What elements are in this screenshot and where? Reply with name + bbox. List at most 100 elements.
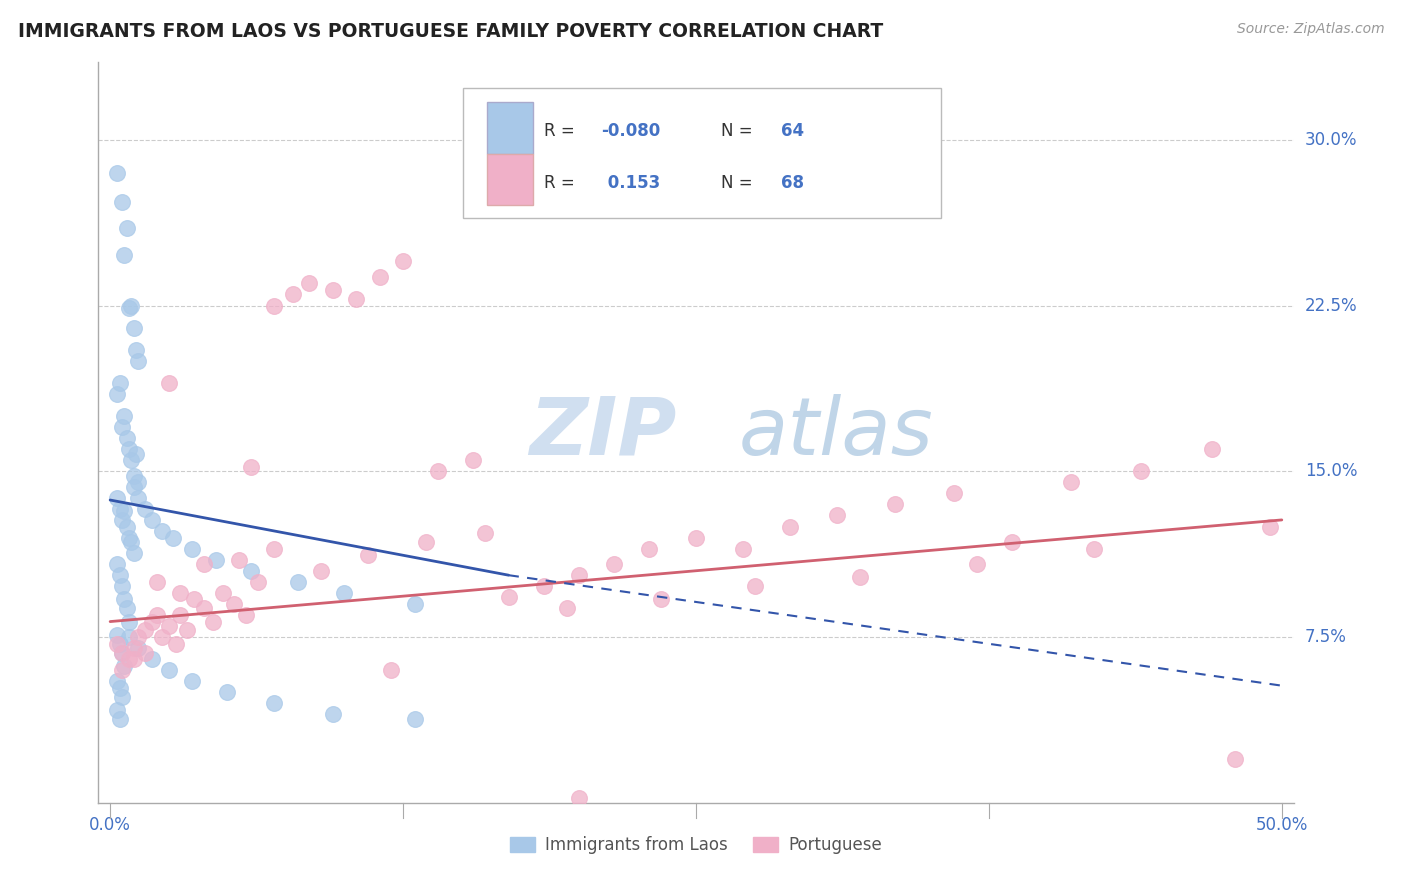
Text: R =: R = [544, 174, 585, 192]
Point [105, 628, 128, 642]
Point [122, 480, 145, 494]
Point [404, 597, 426, 611]
Point [146, 607, 169, 622]
Text: Source: ZipAtlas.com: Source: ZipAtlas.com [1237, 22, 1385, 37]
Point [263, 541, 285, 556]
FancyBboxPatch shape [463, 88, 941, 218]
Point [150, 630, 173, 644]
Point [298, 277, 321, 291]
Point [105, 674, 128, 689]
Point [112, 592, 135, 607]
Point [533, 579, 555, 593]
Point [427, 464, 450, 478]
Point [125, 343, 148, 357]
Point [141, 615, 163, 629]
Point [157, 663, 180, 677]
Point [181, 541, 204, 556]
Point [1201, 442, 1223, 457]
Point [217, 685, 239, 699]
Point [105, 387, 128, 401]
Text: 7.5%: 7.5% [1305, 628, 1347, 646]
Point [115, 601, 138, 615]
Point [118, 652, 141, 666]
Point [204, 552, 226, 566]
Point [731, 541, 754, 556]
Point [1001, 535, 1024, 549]
Point [650, 592, 672, 607]
Point [463, 453, 485, 467]
Point [368, 269, 391, 284]
Point [603, 557, 626, 571]
Point [122, 641, 145, 656]
Point [118, 531, 141, 545]
Point [134, 501, 156, 516]
Point [357, 549, 380, 563]
Point [239, 564, 262, 578]
Point [118, 301, 141, 315]
Point [118, 615, 141, 629]
Point [202, 615, 225, 629]
Point [146, 574, 169, 589]
Point [825, 508, 848, 523]
Point [165, 637, 187, 651]
Point [1083, 541, 1105, 556]
Point [1060, 475, 1083, 490]
Point [105, 166, 128, 180]
Text: N =: N = [721, 122, 758, 140]
Point [125, 447, 148, 461]
Text: R =: R = [544, 122, 581, 140]
Point [111, 690, 134, 704]
Point [157, 619, 180, 633]
Point [120, 299, 142, 313]
FancyBboxPatch shape [486, 154, 533, 205]
Point [380, 663, 402, 677]
Point [120, 453, 142, 467]
Point [105, 703, 128, 717]
Point [122, 468, 145, 483]
Point [111, 420, 134, 434]
Point [111, 513, 134, 527]
Point [263, 299, 285, 313]
Point [884, 498, 907, 512]
Point [105, 491, 128, 505]
Point [122, 546, 145, 560]
Point [105, 637, 128, 651]
Point [108, 681, 131, 695]
Point [111, 579, 134, 593]
Point [127, 475, 149, 490]
Point [228, 552, 250, 566]
Point [322, 707, 344, 722]
Point [322, 283, 344, 297]
Point [1130, 464, 1153, 478]
Point [112, 409, 135, 423]
Point [415, 535, 437, 549]
Point [1223, 751, 1246, 765]
Point [224, 597, 246, 611]
Point [344, 292, 367, 306]
Text: atlas: atlas [740, 393, 934, 472]
Text: IMMIGRANTS FROM LAOS VS PORTUGUESE FAMILY POVERTY CORRELATION CHART: IMMIGRANTS FROM LAOS VS PORTUGUESE FAMIL… [18, 22, 883, 41]
Point [474, 526, 496, 541]
Point [287, 574, 309, 589]
Text: 15.0%: 15.0% [1305, 462, 1357, 480]
Point [122, 652, 145, 666]
Point [309, 564, 332, 578]
Text: 22.5%: 22.5% [1305, 296, 1357, 315]
Point [127, 353, 149, 368]
Text: ZIP: ZIP [529, 393, 676, 472]
Point [638, 541, 661, 556]
Point [555, 601, 578, 615]
Point [162, 531, 184, 545]
Point [112, 504, 135, 518]
Point [942, 486, 965, 500]
Point [111, 663, 134, 677]
Point [112, 248, 135, 262]
Point [141, 513, 163, 527]
Point [183, 592, 205, 607]
Point [333, 586, 356, 600]
Point [685, 531, 707, 545]
Point [744, 579, 766, 593]
Text: 68: 68 [780, 174, 804, 192]
Point [112, 658, 135, 673]
Point [150, 524, 173, 538]
